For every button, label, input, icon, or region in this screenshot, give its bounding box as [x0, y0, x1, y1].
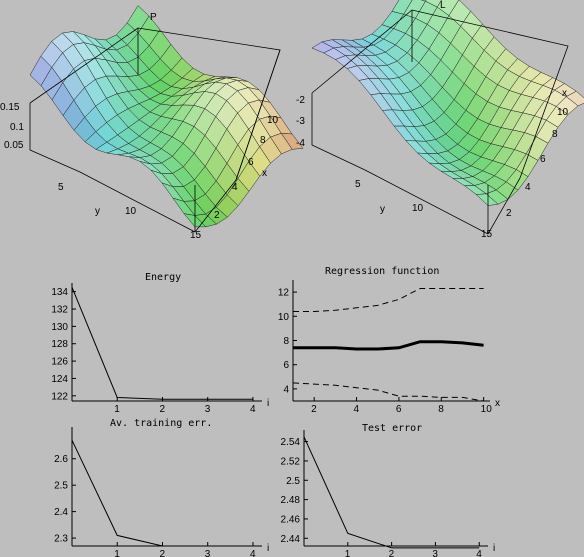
- xlabel-p: x: [262, 168, 267, 179]
- y-tick-label: 12: [278, 288, 290, 299]
- series-line: [293, 340, 484, 351]
- y-tick-label: 2.5: [286, 476, 300, 487]
- chart-title: Av. training err.: [110, 418, 212, 429]
- zticklabel-p: 0.05: [4, 140, 24, 151]
- x-axis-label: i: [267, 543, 269, 554]
- y-tick-label: 2.4: [54, 507, 68, 518]
- y-tick-label: 2.46: [281, 514, 301, 525]
- x-axis-label: x: [495, 398, 500, 409]
- ylabel-p: y: [95, 206, 100, 217]
- x-tick-label: 3: [205, 549, 211, 557]
- y-tick-label: 4: [283, 384, 289, 395]
- xticklabel-p: 8: [260, 135, 266, 146]
- yticklabel-l: 15: [481, 229, 493, 240]
- surface-box-p: [29, 27, 281, 233]
- series-line: [292, 382, 484, 402]
- xticklabel-p: 6: [248, 157, 254, 168]
- x-tick-label: 1: [114, 549, 120, 557]
- series-line: [71, 439, 253, 547]
- x-axis-label: i: [267, 398, 269, 409]
- xticklabel-p: 10: [267, 115, 279, 126]
- yticklabel-p: 5: [58, 182, 64, 193]
- xticklabel-l: 10: [557, 107, 569, 118]
- y-tick-label: 2.52: [281, 456, 301, 467]
- line-chart: Energy 1 2 3 4 122 124 126 128 130 132 134 i: [51, 272, 269, 415]
- xticklabel-l: 2: [506, 208, 512, 219]
- y-tick-label: 2.48: [281, 495, 301, 506]
- xticklabel-p: 2: [214, 210, 220, 221]
- series-line: [303, 436, 480, 549]
- series-line: [71, 287, 253, 400]
- y-tick-label: 124: [51, 374, 68, 385]
- x-tick-label: 2: [159, 549, 165, 557]
- x-tick-label: 2: [159, 404, 165, 415]
- line-chart: Regression function 2 4 6 8 10 4 6 8 10 12 x: [278, 266, 500, 415]
- x-tick-label: 10: [481, 404, 493, 415]
- xticklabel-l: 8: [552, 129, 558, 140]
- xticklabel-l: 4: [525, 182, 531, 193]
- x-tick-label: 6: [396, 404, 402, 415]
- x-axis-label: i: [493, 543, 495, 554]
- y-tick-label: 2.44: [281, 534, 301, 545]
- surface-title-l: L: [440, 0, 446, 11]
- x-tick-label: 3: [205, 404, 211, 415]
- x-tick-label: 4: [250, 404, 256, 415]
- chart-title: Regression function: [325, 266, 439, 277]
- y-tick-label: 132: [51, 305, 68, 316]
- zticklabel-l: -3: [296, 116, 305, 127]
- xticklabel-l: 6: [540, 154, 546, 165]
- zticklabel-l: -4: [296, 138, 305, 149]
- x-tick-label: 4: [250, 549, 256, 557]
- mesh-cell: [475, 193, 499, 206]
- y-tick-label: 2.3: [54, 534, 68, 545]
- x-tick-label: 4: [476, 549, 482, 557]
- zticklabel-p: 0.15: [0, 102, 20, 113]
- y-tick-label: 130: [51, 322, 68, 333]
- zticklabel-p: 0.1: [10, 122, 24, 133]
- xticklabel-p: 4: [232, 182, 238, 193]
- line-chart: Test error 1 2 3 4 2.44 2.46 2.48 2.5 2.52 2.54 i: [281, 423, 496, 557]
- surface-mesh-l: [311, 0, 584, 206]
- y-tick-label: 122: [51, 391, 68, 402]
- x-tick-label: 1: [114, 404, 120, 415]
- y-tick-label: 2.6: [54, 454, 68, 465]
- y-tick-label: 2.5: [54, 481, 68, 492]
- zticklabel-l: -2: [296, 95, 305, 106]
- y-tick-label: 126: [51, 357, 68, 368]
- yticklabel-p: 15: [190, 230, 202, 241]
- x-tick-label: 3: [432, 549, 438, 557]
- y-tick-label: 134: [51, 287, 68, 298]
- x-tick-label: 2: [311, 404, 317, 415]
- y-tick-label: 6: [283, 360, 289, 371]
- yticklabel-l: 10: [412, 203, 424, 214]
- chart-title: Energy: [145, 272, 181, 283]
- chart-title: Test error: [362, 423, 422, 434]
- yticklabel-l: 5: [355, 179, 361, 190]
- y-tick-label: 8: [283, 336, 289, 347]
- x-tick-label: 1: [345, 549, 351, 557]
- y-tick-label: 2.54: [281, 437, 301, 448]
- x-tick-label: 2: [389, 549, 395, 557]
- y-tick-label: 10: [278, 312, 290, 323]
- yticklabel-p: 10: [125, 206, 137, 217]
- series-line: [293, 288, 484, 312]
- line-chart: Av. training err. 1 2 3 4 2.3 2.4 2.5 2.6 i: [54, 418, 269, 557]
- ylabel-l: y: [380, 204, 385, 215]
- surface-box-l: [311, 9, 569, 235]
- y-tick-label: 128: [51, 339, 68, 350]
- x-tick-label: 4: [354, 404, 360, 415]
- xlabel-l: x: [562, 88, 567, 99]
- surface-title-p: P: [150, 12, 157, 23]
- x-tick-label: 8: [438, 404, 444, 415]
